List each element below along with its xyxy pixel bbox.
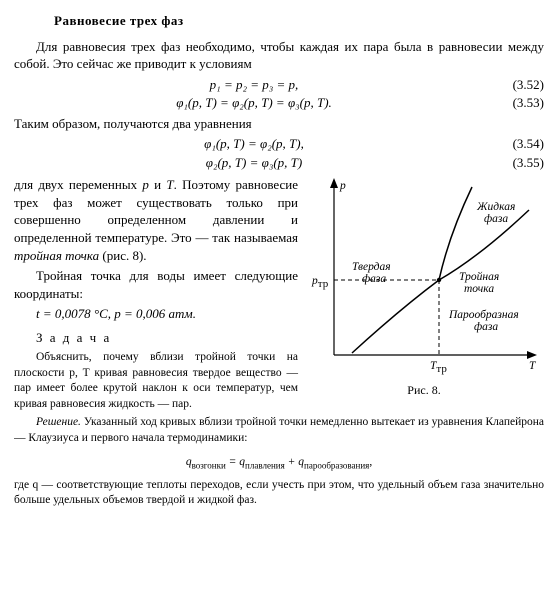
eq-354-body: φ₁(p, T) = φ₂(p, T), bbox=[14, 135, 494, 153]
heat-equation: qвозгонки = qплавления + qпарообразовани… bbox=[14, 455, 544, 471]
eq-352-body: p₁ = p₂ = p₃ = p, bbox=[14, 76, 494, 94]
figure-8: p T pтр Tтр Жидкая фаза Твердая фаза Тро… bbox=[304, 175, 544, 398]
eq-353-num: (3.53) bbox=[494, 94, 544, 112]
figure-caption: Рис. 8. bbox=[304, 382, 544, 398]
label-solid: Твердая фаза bbox=[352, 261, 393, 285]
label-liquid: Жидкая фаза bbox=[476, 201, 518, 225]
phase-diagram-svg: p T pтр Tтр Жидкая фаза Твердая фаза Тро… bbox=[304, 175, 544, 380]
label-T-tr: Tтр bbox=[430, 360, 447, 375]
label-p-tr: pтр bbox=[311, 275, 329, 290]
section-title: Равновесие трех фаз bbox=[54, 12, 544, 30]
final-paragraph: где q — соответствующие теплоты переходо… bbox=[14, 478, 544, 509]
label-T-axis: T bbox=[529, 360, 537, 372]
solution-text: Решение. Указанный ход кривых вблизи тро… bbox=[14, 415, 544, 446]
eq-355-body: φ₂(p, T) = φ₃(p, T) bbox=[14, 154, 494, 172]
eq-355-num: (3.55) bbox=[494, 154, 544, 172]
text-figure-wrap: p T pтр Tтр Жидкая фаза Твердая фаза Тро… bbox=[14, 173, 544, 449]
eq-354-num: (3.54) bbox=[494, 135, 544, 153]
eq-353-body: φ₁(p, T) = φ₂(p, T) = φ₃(p, T). bbox=[14, 94, 494, 112]
paragraph-thus: Таким образом, получаются два уравнения bbox=[14, 115, 544, 133]
equations-group-1: p₁ = p₂ = p₃ = p, (3.52) φ₁(p, T) = φ₂(p… bbox=[14, 76, 544, 112]
label-triple: Тройная точка bbox=[459, 270, 502, 295]
equations-group-2: φ₁(p, T) = φ₂(p, T), (3.54) φ₂(p, T) = φ… bbox=[14, 135, 544, 171]
eq-352-num: (3.52) bbox=[494, 76, 544, 94]
label-p-axis: p bbox=[339, 180, 346, 192]
label-vapor: Парообразная фаза bbox=[448, 309, 522, 333]
paragraph-intro: Для равновесия трех фаз необходимо, чтоб… bbox=[14, 38, 544, 73]
